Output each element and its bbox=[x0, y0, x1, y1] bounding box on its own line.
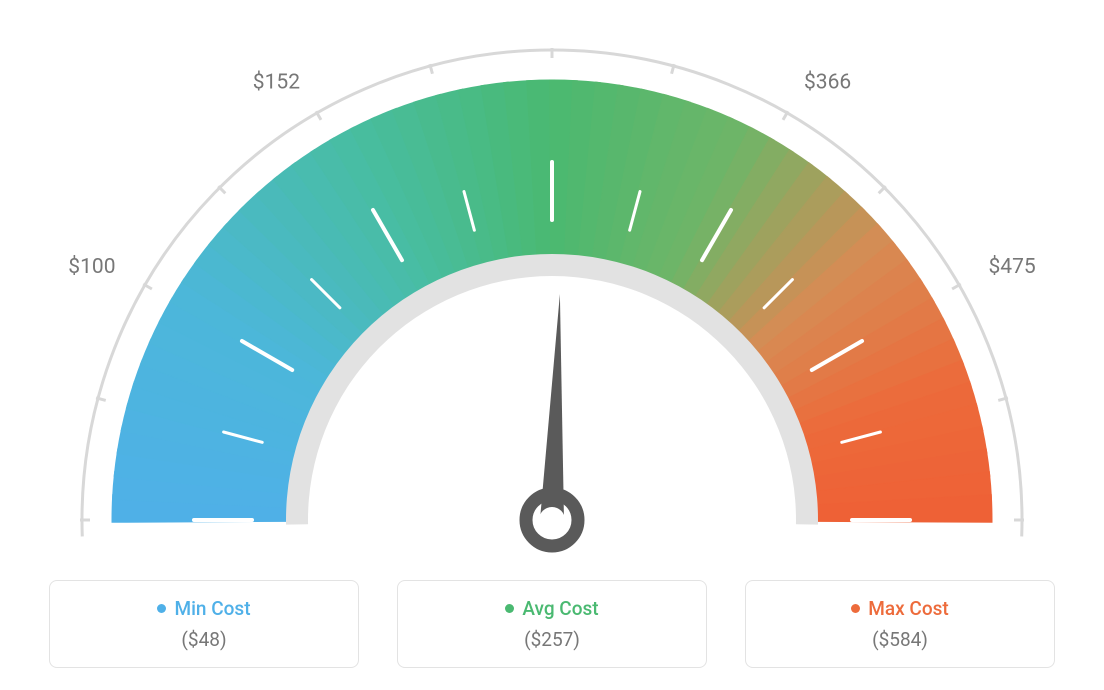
svg-text:$152: $152 bbox=[253, 71, 300, 95]
legend-value-max: ($584) bbox=[872, 628, 928, 651]
svg-text:$366: $366 bbox=[804, 71, 851, 95]
svg-text:$257: $257 bbox=[528, 20, 575, 22]
legend-label-avg: Avg Cost bbox=[505, 597, 598, 620]
dot-icon bbox=[851, 604, 860, 613]
dot-icon bbox=[157, 604, 166, 613]
svg-text:$475: $475 bbox=[988, 255, 1035, 279]
legend-card-max: Max Cost ($584) bbox=[745, 580, 1055, 668]
legend-value-min: ($48) bbox=[181, 628, 226, 651]
gauge-chart: $48$100$152$257$366$475$584 bbox=[0, 0, 1104, 560]
dot-icon bbox=[505, 604, 514, 613]
gauge-svg: $48$100$152$257$366$475$584 bbox=[52, 20, 1052, 580]
legend-row: Min Cost ($48) Avg Cost ($257) Max Cost … bbox=[0, 580, 1104, 668]
svg-text:$100: $100 bbox=[68, 255, 115, 279]
legend-label-max: Max Cost bbox=[851, 597, 948, 620]
legend-card-avg: Avg Cost ($257) bbox=[397, 580, 707, 668]
legend-label-text: Avg Cost bbox=[522, 597, 598, 620]
legend-value-avg: ($257) bbox=[524, 628, 580, 651]
legend-label-min: Min Cost bbox=[157, 597, 250, 620]
legend-card-min: Min Cost ($48) bbox=[49, 580, 359, 668]
legend-label-text: Min Cost bbox=[174, 597, 250, 620]
legend-label-text: Max Cost bbox=[868, 597, 948, 620]
